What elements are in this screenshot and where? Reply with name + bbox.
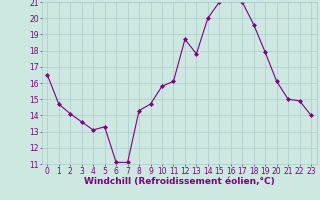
X-axis label: Windchill (Refroidissement éolien,°C): Windchill (Refroidissement éolien,°C) — [84, 177, 275, 186]
